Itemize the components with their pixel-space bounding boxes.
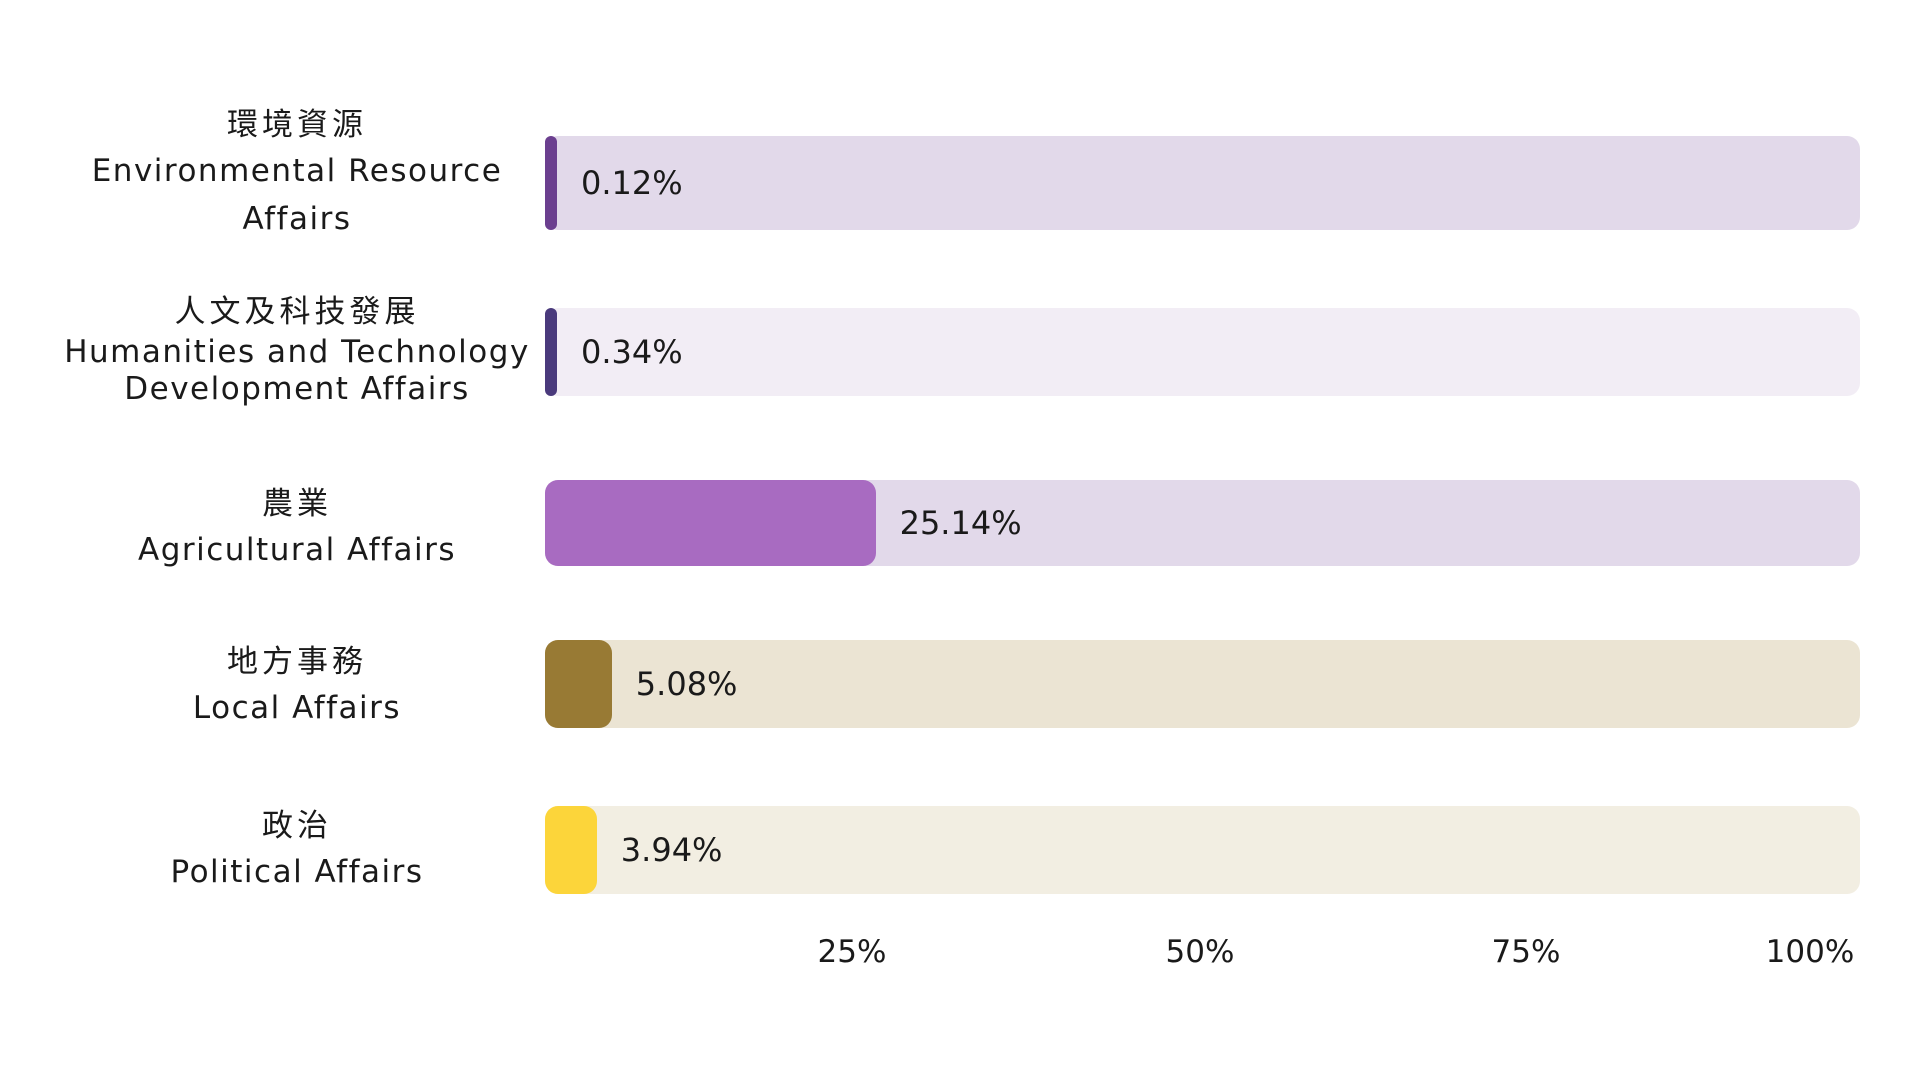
category-label: 環境資源 Environmental Resource Affairs bbox=[47, 103, 547, 243]
category-label-zh: 地方事務 bbox=[227, 644, 367, 680]
x-tick-label: 50% bbox=[1165, 934, 1235, 970]
category-label-zh: 人文及科技發展 bbox=[174, 294, 420, 330]
bar-track bbox=[545, 806, 1860, 894]
category-label-en: Political Affairs bbox=[170, 854, 424, 890]
bar-value-label: 3.94% bbox=[620, 831, 723, 869]
category-label: 政治 Political Affairs bbox=[47, 804, 547, 896]
bar bbox=[545, 480, 876, 566]
bar bbox=[545, 308, 557, 396]
category-label: 地方事務 Local Affairs bbox=[47, 640, 547, 732]
bar-track bbox=[545, 640, 1860, 728]
x-tick-label: 100% bbox=[1765, 934, 1855, 970]
category-label-zh: 政治 bbox=[262, 808, 332, 844]
x-tick-label: 75% bbox=[1491, 934, 1561, 970]
category-label-zh: 農業 bbox=[262, 486, 332, 522]
bar-value-label: 25.14% bbox=[899, 504, 1022, 542]
bar-track bbox=[545, 480, 1860, 566]
bar-track bbox=[545, 308, 1860, 396]
category-label-en: Agricultural Affairs bbox=[138, 532, 456, 568]
bar-track bbox=[545, 136, 1860, 230]
bar bbox=[545, 136, 557, 230]
bar-value-label: 0.34% bbox=[581, 333, 683, 371]
category-label: 農業 Agricultural Affairs bbox=[47, 482, 547, 574]
category-label-en: Environmental Resource Affairs bbox=[91, 153, 503, 237]
category-label-zh: 環境資源 bbox=[227, 107, 367, 143]
category-label: 人文及科技發展 Humanities and Technology Develop… bbox=[47, 290, 547, 408]
bar-value-label: 0.12% bbox=[581, 164, 683, 202]
x-tick-label: 25% bbox=[817, 934, 887, 970]
bar-value-label: 5.08% bbox=[635, 665, 738, 703]
category-label-en: Humanities and Technology Development Af… bbox=[64, 334, 530, 407]
bar bbox=[545, 640, 612, 728]
bar bbox=[545, 806, 597, 894]
category-label-en: Local Affairs bbox=[192, 690, 402, 726]
